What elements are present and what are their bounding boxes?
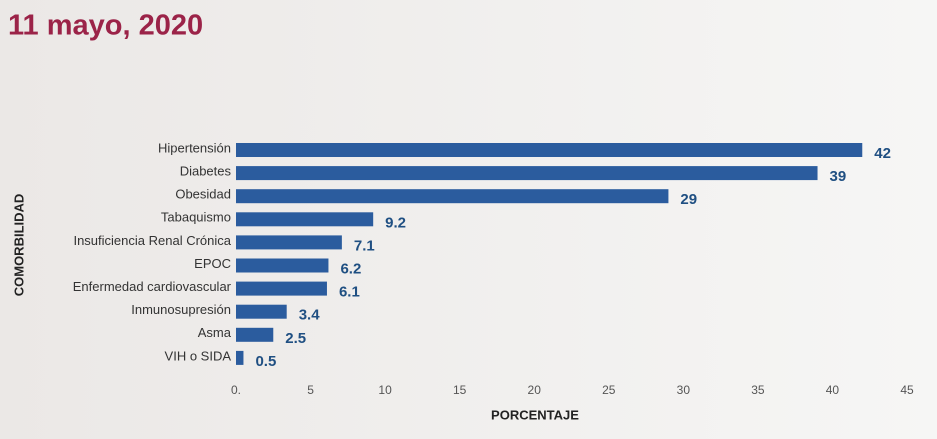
bar [236, 258, 329, 273]
bar [236, 350, 244, 365]
x-tick-label: 45 [900, 383, 914, 397]
x-tick-label: 40 [826, 383, 840, 397]
x-tick-label: 10 [378, 383, 392, 397]
bar [236, 304, 287, 319]
bar [236, 327, 274, 342]
x-axis-title: PORCENTAJE [491, 407, 579, 422]
data-label: 39 [830, 168, 847, 185]
x-tick-label: 35 [751, 383, 765, 397]
y-tick-label: EPOC [194, 256, 231, 271]
y-tick-label: Obesidad [175, 187, 231, 202]
data-label: 42 [874, 145, 891, 162]
data-label: 2.5 [285, 330, 306, 347]
y-tick-label: Enfermedad cardiovascular [73, 279, 232, 294]
bar [236, 212, 374, 227]
bar [236, 235, 342, 250]
data-label: 7.1 [354, 237, 375, 254]
chart-title: 11 mayo, 2020 [8, 10, 203, 42]
y-axis-title: COMORBILIDAD [11, 194, 26, 297]
data-label: 9.2 [385, 214, 406, 231]
x-tick-label: 15 [453, 383, 467, 397]
bar [236, 281, 327, 296]
bar [236, 189, 669, 204]
x-tick-label: 20 [528, 383, 542, 397]
x-tick-label: 25 [602, 383, 616, 397]
data-label: 6.2 [340, 260, 361, 277]
bar [236, 143, 863, 157]
y-tick-label: Hipertensión [158, 140, 231, 155]
x-tick-label: 0. [231, 383, 241, 397]
bar [236, 166, 818, 181]
data-label: 0.5 [255, 353, 276, 370]
y-tick-label: Inmunosupresión [131, 302, 231, 317]
y-tick-label: Asma [198, 325, 232, 340]
y-tick-label: VIH o SIDA [165, 348, 232, 363]
x-tick-label: 5 [307, 383, 314, 397]
y-tick-label: Insuficiencia Renal Crónica [73, 233, 231, 248]
y-tick-label: Tabaquismo [161, 210, 231, 225]
data-label: 3.4 [299, 307, 321, 324]
x-tick-label: 30 [677, 383, 691, 397]
y-tick-label: Diabetes [180, 164, 232, 179]
data-label: 6.1 [339, 284, 360, 301]
data-label: 29 [680, 191, 697, 208]
